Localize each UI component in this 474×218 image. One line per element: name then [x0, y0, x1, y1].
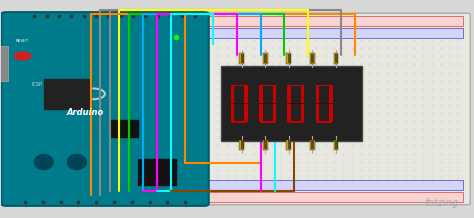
Bar	[261, 121, 275, 123]
Bar	[287, 85, 291, 103]
Bar	[288, 140, 289, 150]
Bar	[266, 54, 267, 63]
Ellipse shape	[67, 155, 86, 170]
Bar	[204, 16, 463, 26]
Bar	[232, 85, 246, 86]
Bar	[313, 54, 314, 63]
Bar	[289, 140, 290, 150]
Bar	[310, 53, 315, 64]
Bar	[286, 53, 291, 64]
Bar	[311, 54, 312, 63]
Bar	[264, 54, 265, 63]
Bar	[263, 53, 268, 64]
Bar	[317, 103, 331, 104]
Bar	[261, 103, 275, 104]
Ellipse shape	[35, 155, 53, 170]
Bar	[265, 54, 266, 63]
Bar	[273, 104, 276, 122]
Bar	[239, 140, 244, 150]
Bar	[44, 79, 91, 109]
Bar	[243, 140, 244, 150]
Bar	[138, 159, 176, 185]
Bar	[287, 104, 291, 122]
Bar	[110, 120, 138, 137]
Bar	[264, 140, 265, 150]
Bar	[290, 54, 291, 63]
Bar	[317, 85, 331, 86]
FancyBboxPatch shape	[197, 13, 470, 205]
Bar	[312, 54, 313, 63]
Bar	[337, 54, 338, 63]
Bar	[265, 140, 266, 150]
Bar	[310, 140, 315, 150]
Bar	[336, 54, 337, 63]
Bar	[231, 85, 234, 103]
Bar	[289, 85, 303, 86]
Circle shape	[14, 52, 31, 60]
FancyBboxPatch shape	[1, 12, 209, 206]
Bar	[243, 54, 244, 63]
Text: RESET: RESET	[16, 39, 29, 43]
Bar	[241, 140, 242, 150]
Bar	[259, 85, 263, 103]
Bar	[242, 54, 243, 63]
Bar	[289, 103, 303, 104]
Text: Arduino: Arduino	[67, 108, 104, 117]
Bar	[290, 140, 291, 150]
Bar	[204, 180, 463, 190]
Bar	[312, 140, 313, 150]
Bar	[245, 104, 248, 122]
Bar	[316, 104, 319, 122]
Bar	[337, 140, 338, 150]
Bar	[245, 85, 248, 103]
Bar	[311, 140, 312, 150]
Bar	[286, 140, 291, 150]
Bar	[232, 121, 246, 123]
Bar	[220, 66, 362, 141]
Bar	[289, 54, 290, 63]
Bar	[316, 85, 319, 103]
Bar	[301, 85, 304, 103]
Bar	[301, 104, 304, 122]
Bar	[0, 46, 9, 81]
Bar	[273, 85, 276, 103]
Bar	[335, 140, 336, 150]
Bar	[241, 54, 242, 63]
Bar	[204, 28, 463, 38]
Bar	[266, 140, 267, 150]
Bar	[239, 53, 244, 64]
Bar	[313, 140, 314, 150]
Bar	[242, 140, 243, 150]
Bar	[204, 192, 463, 202]
Bar	[231, 104, 234, 122]
Bar	[232, 103, 246, 104]
Bar	[261, 85, 275, 86]
Bar	[259, 104, 263, 122]
Bar	[317, 121, 331, 123]
Bar	[329, 104, 333, 122]
Bar	[334, 53, 338, 64]
Bar	[288, 54, 289, 63]
Bar	[336, 140, 337, 150]
Text: fritzing: fritzing	[424, 198, 458, 208]
Text: ICSP: ICSP	[31, 82, 42, 87]
Bar	[335, 54, 336, 63]
Bar	[263, 140, 268, 150]
Bar	[329, 85, 333, 103]
Bar	[289, 121, 303, 123]
Bar	[334, 140, 338, 150]
